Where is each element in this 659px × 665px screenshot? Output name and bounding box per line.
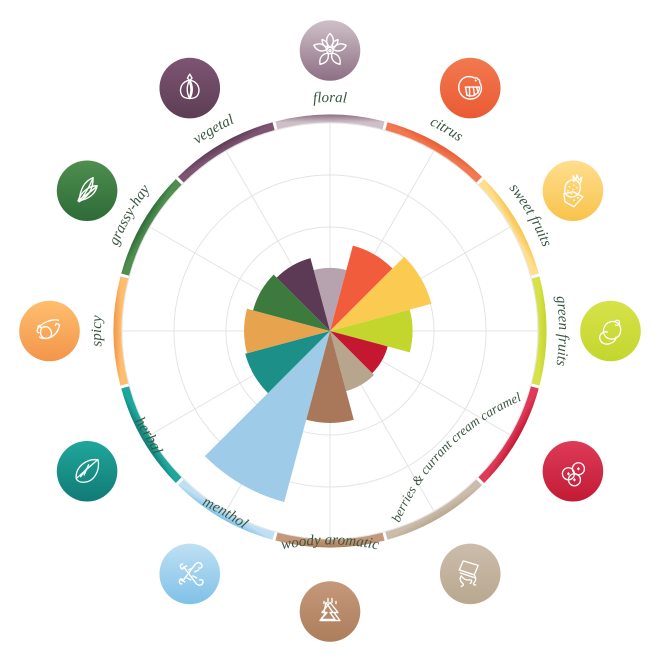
- svg-text:menthol: menthol: [200, 494, 251, 532]
- svg-text:herbal: herbal: [131, 414, 165, 456]
- svg-text:citrus: citrus: [428, 114, 466, 145]
- svg-text:floral: floral: [313, 90, 348, 107]
- svg-text:woody aromatic: woody aromatic: [280, 532, 381, 553]
- svg-text:green fruits: green fruits: [552, 295, 571, 367]
- svg-text:spicy: spicy: [89, 315, 106, 348]
